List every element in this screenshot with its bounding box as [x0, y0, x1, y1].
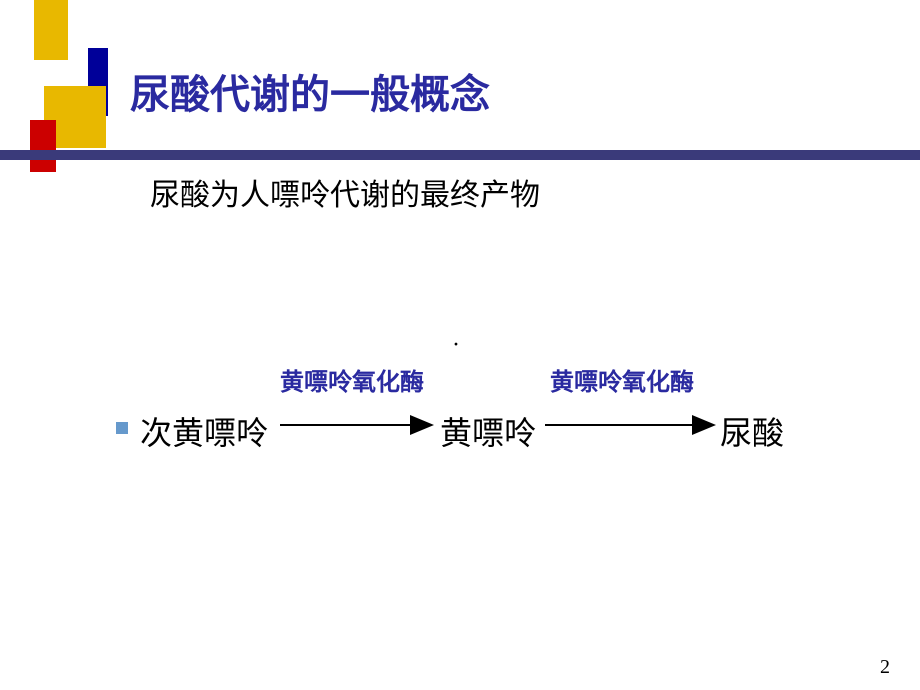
diagram-node-xanthine: 黄嘌呤: [440, 408, 536, 454]
slide-title: 尿酸代谢的一般概念: [130, 62, 490, 120]
slide-subtitle: 尿酸为人嘌呤代谢的最终产物: [150, 170, 540, 214]
enzyme-label-2: 黄嘌呤氧化酶: [550, 362, 694, 397]
enzyme-label-1: 黄嘌呤氧化酶: [280, 362, 424, 397]
center-dot: ·: [452, 332, 460, 359]
bullet-icon: [116, 422, 128, 434]
diagram-node-uric-acid: 尿酸: [720, 408, 784, 454]
page-number: 2: [880, 656, 890, 679]
diagram-node-hypoxanthine: 次黄嘌呤: [140, 408, 268, 454]
